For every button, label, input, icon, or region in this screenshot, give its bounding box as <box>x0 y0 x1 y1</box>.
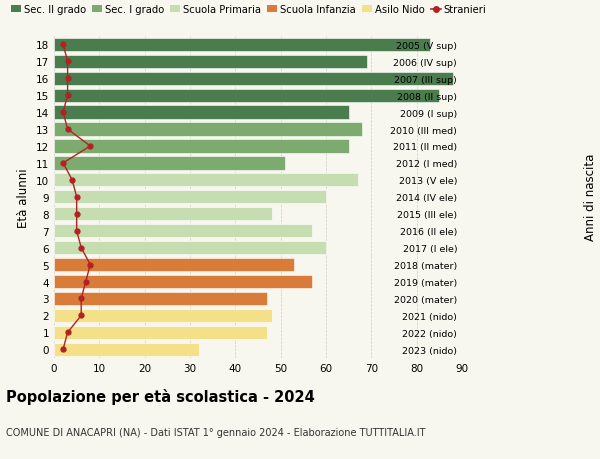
Text: Popolazione per età scolastica - 2024: Popolazione per età scolastica - 2024 <box>6 388 315 404</box>
Bar <box>54 73 453 85</box>
Bar <box>54 123 362 136</box>
Bar <box>54 157 285 170</box>
Bar <box>54 39 430 52</box>
Text: COMUNE DI ANACAPRI (NA) - Dati ISTAT 1° gennaio 2024 - Elaborazione TUTTITALIA.I: COMUNE DI ANACAPRI (NA) - Dati ISTAT 1° … <box>6 427 425 437</box>
Bar <box>54 292 267 305</box>
Bar <box>54 174 358 187</box>
Bar <box>54 326 267 339</box>
Bar <box>54 343 199 356</box>
Bar <box>54 207 272 221</box>
Bar <box>54 140 349 153</box>
Bar <box>54 191 326 204</box>
Text: Anni di nascita: Anni di nascita <box>584 154 597 241</box>
Bar <box>54 309 272 322</box>
Bar <box>54 275 313 289</box>
Bar <box>54 241 326 255</box>
Bar <box>54 56 367 69</box>
Bar <box>54 106 349 119</box>
Legend: Sec. II grado, Sec. I grado, Scuola Primaria, Scuola Infanzia, Asilo Nido, Stran: Sec. II grado, Sec. I grado, Scuola Prim… <box>11 5 487 15</box>
Y-axis label: Età alunni: Età alunni <box>17 168 31 227</box>
Bar <box>54 224 313 238</box>
Bar <box>54 258 294 272</box>
Bar <box>54 90 439 102</box>
